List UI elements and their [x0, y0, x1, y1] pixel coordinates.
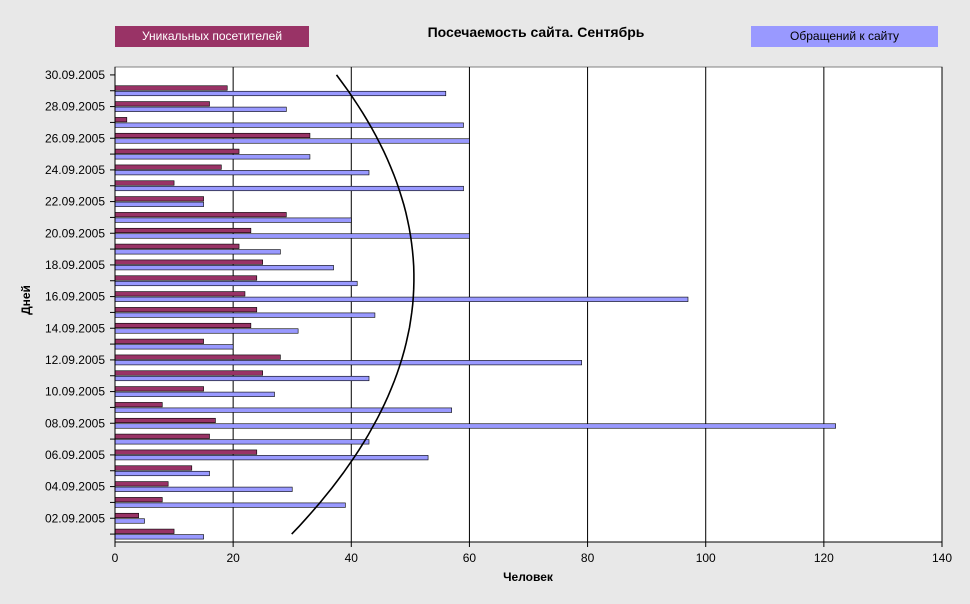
bar-unique-visitors [114, 481, 169, 487]
y-tick-label: 08.09.2005 [45, 416, 105, 430]
bar-unique-visitors [114, 465, 193, 471]
bar-unique-visitors [114, 148, 240, 154]
bar-site-visits [114, 312, 376, 318]
bar-unique-visitors [114, 212, 287, 218]
y-tick-label: 20.09.2005 [45, 226, 105, 240]
bar-site-visits [114, 407, 453, 413]
bar-site-visits [114, 328, 299, 334]
bar-unique-visitors [114, 512, 139, 519]
bar-unique-visitors [114, 402, 163, 408]
bar-unique-visitors [114, 164, 222, 170]
x-tick-label: 140 [932, 551, 952, 565]
bar-site-visits [114, 217, 352, 223]
y-tick-label: 26.09.2005 [45, 131, 105, 145]
bar-unique-visitors [114, 433, 210, 439]
bar-unique-visitors [114, 307, 258, 313]
bar-unique-visitors [114, 354, 281, 360]
bar-site-visits [114, 375, 370, 382]
x-tick-label: 80 [581, 551, 595, 565]
bar-unique-visitors [114, 196, 204, 202]
bar-unique-visitors [114, 322, 252, 329]
bar-site-visits [114, 518, 145, 524]
x-tick-label: 60 [463, 551, 477, 565]
bar-unique-visitors [114, 275, 258, 281]
bar-unique-visitors [114, 180, 175, 186]
y-tick-label: 04.09.2005 [45, 480, 105, 494]
y-tick-label: 22.09.2005 [45, 195, 105, 209]
bar-site-visits [114, 455, 429, 461]
bar-unique-visitors [114, 243, 240, 249]
bar-unique-visitors [114, 528, 175, 534]
y-tick-label: 18.09.2005 [45, 258, 105, 272]
bar-site-visits [114, 185, 464, 192]
bar-unique-visitors [114, 291, 246, 297]
bar-site-visits [114, 170, 370, 176]
y-tick-label: 14.09.2005 [45, 321, 105, 335]
bar-unique-visitors [114, 259, 263, 265]
bar-site-visits [114, 534, 204, 540]
bar-unique-visitors [114, 370, 263, 376]
bar-unique-visitors [114, 101, 210, 107]
chart-title: Посечаемость сайта. Сентябрь [427, 24, 645, 40]
y-tick-label: 16.09.2005 [45, 290, 105, 304]
bar-site-visits [114, 154, 311, 160]
x-tick-label: 120 [814, 551, 834, 565]
y-tick-label: 12.09.2005 [45, 353, 105, 367]
bar-site-visits [114, 249, 281, 255]
y-tick-label: 02.09.2005 [45, 511, 105, 525]
legend-unique-visitors: Уникальных посетителей [115, 26, 309, 47]
plot-area [114, 66, 943, 543]
bar-unique-visitors [114, 117, 128, 123]
bar-site-visits [114, 106, 287, 112]
bar-site-visits [114, 90, 447, 97]
bar-unique-visitors [114, 497, 163, 503]
bar-unique-visitors [114, 449, 258, 455]
bar-unique-visitors [114, 386, 204, 392]
bar-site-visits [114, 486, 293, 492]
x-tick-label: 40 [345, 551, 359, 565]
bar-site-visits [114, 439, 370, 445]
x-tick-label: 20 [226, 551, 240, 565]
bar-unique-visitors [114, 227, 252, 234]
bar-unique-visitors [114, 417, 216, 424]
x-tick-label: 0 [112, 551, 119, 565]
y-tick-label: 10.09.2005 [45, 385, 105, 399]
bar-unique-visitors [114, 85, 228, 91]
bar-site-visits [114, 233, 470, 239]
bar-site-visits [114, 201, 204, 207]
bar-site-visits [114, 280, 358, 287]
x-axis-title: Человек [503, 570, 554, 584]
bar-site-visits [114, 138, 470, 144]
bar-site-visits [114, 502, 346, 508]
trendline [291, 74, 415, 535]
bar-unique-visitors [114, 338, 204, 344]
legend-site-visits: Обращений к сайту [751, 26, 938, 47]
bar-site-visits [114, 360, 582, 366]
y-tick-label: 06.09.2005 [45, 448, 105, 462]
bar-site-visits [114, 423, 836, 429]
bar-site-visits [114, 344, 234, 350]
bar-site-visits [114, 265, 334, 271]
bar-site-visits [114, 296, 689, 302]
bar-site-visits [114, 391, 275, 397]
y-tick-label: 24.09.2005 [45, 163, 105, 177]
bar-unique-visitors [114, 132, 311, 139]
y-axis-title: Дней [19, 285, 33, 315]
bar-site-visits [114, 470, 210, 477]
x-tick-label: 100 [696, 551, 716, 565]
y-tick-label: 30.09.2005 [45, 68, 105, 82]
y-tick-label: 28.09.2005 [45, 100, 105, 114]
bar-site-visits [114, 122, 464, 128]
